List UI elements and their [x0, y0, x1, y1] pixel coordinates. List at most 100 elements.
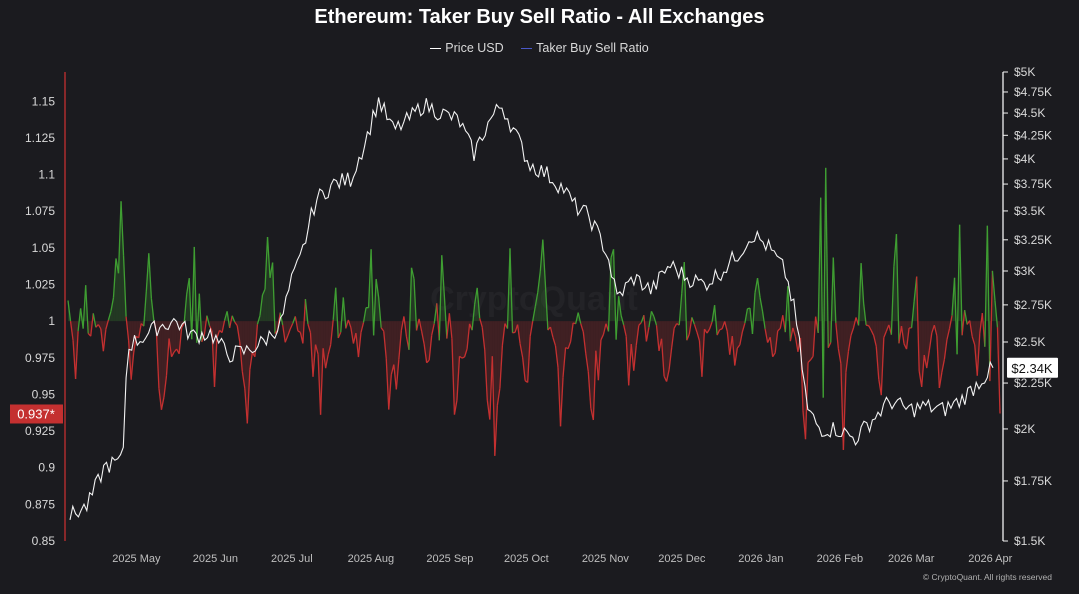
ratio-line-segment [347, 319, 352, 328]
ratio-line-segment [408, 267, 413, 350]
x-tick-label: 2025 Nov [582, 553, 630, 565]
ratio-area-segment [174, 321, 177, 353]
right-tick-label: $4.75K [1014, 85, 1052, 99]
ratio-line-segment [660, 338, 665, 377]
ratio-area-segment [845, 321, 849, 373]
ratio-area-segment [249, 321, 253, 370]
ratio-line-segment [542, 239, 547, 285]
ratio-line-segment [537, 270, 541, 293]
ratio-line-segment [521, 357, 526, 381]
ratio-line-segment [926, 350, 930, 369]
ratio-line-segment [820, 197, 824, 398]
ratio-line-segment [706, 328, 711, 334]
ratio-area-segment [217, 321, 220, 338]
ratio-area-segment [462, 321, 465, 359]
left-tick-label: 1.075 [25, 204, 55, 218]
right-tick-label: $4K [1014, 152, 1035, 166]
ratio-line-segment [428, 335, 433, 361]
ratio-area-segment [158, 321, 162, 410]
ratio-line-segment [122, 255, 127, 317]
price-line [69, 97, 994, 521]
ratio-area-segment [115, 258, 119, 322]
ratio-line-segment [544, 283, 549, 331]
ratio-area-segment [366, 307, 369, 322]
legend-item-price[interactable]: Price USD [430, 41, 504, 55]
ratio-area-segment [381, 321, 384, 332]
ratio-line-segment [868, 325, 872, 331]
ratio-line-segment [845, 351, 850, 373]
ratio-line-segment [350, 327, 355, 344]
price-line-layer [69, 97, 994, 521]
ratio-line-segment [324, 354, 329, 369]
ratio-area-segment [227, 311, 230, 329]
ratio-line-segment [751, 292, 756, 334]
ratio-line-segment [905, 328, 910, 350]
ratio-line-segment [592, 350, 597, 420]
right-tick-label: $2.25K [1014, 376, 1052, 390]
ratio-line-segment [620, 315, 625, 326]
ratio-line-segment [398, 330, 403, 360]
ratio-line-segment [830, 257, 834, 343]
ratio-line-segment [941, 359, 946, 373]
ratio-area-segment [590, 321, 594, 420]
ratio-line-segment [946, 328, 951, 340]
ratio-line-segment [552, 337, 557, 346]
ratio-area-segment [522, 321, 526, 381]
ratio-area-segment [426, 321, 430, 363]
ratio-area-segment [338, 321, 341, 338]
ratio-area-segment [878, 321, 882, 396]
ratio-area-segment [201, 321, 205, 342]
left-tick-label: 1.1 [38, 168, 55, 182]
ratio-line-segment [827, 342, 832, 349]
copyright-text: © CryptoQuant. All rights reserved [922, 572, 1052, 582]
ratio-area-segment [893, 234, 897, 322]
ratio-line-segment [885, 324, 890, 332]
ratio-area-segment [267, 237, 271, 322]
ratio-line-segment [895, 234, 900, 344]
ratio-line-segment [991, 270, 996, 301]
ratio-line-segment [655, 325, 660, 351]
ratio-line-segment [698, 340, 703, 377]
ratio-area-segment [810, 321, 814, 360]
ratio-line-segment [271, 262, 276, 334]
ratio-line-segment [971, 336, 976, 346]
ratio-line-segment [708, 321, 713, 330]
legend-item-ratio[interactable]: Taker Buy Sell Ratio [521, 41, 649, 55]
ratio-line-segment [110, 297, 115, 312]
ratio-bars [67, 167, 1001, 456]
ratio-line-segment [615, 296, 620, 340]
ratio-line-segment [792, 327, 797, 337]
ratio-line-segment [370, 249, 375, 336]
ratio-line-segment [231, 315, 236, 323]
ratio-line-segment [418, 318, 423, 332]
ratio-line-segment [241, 371, 246, 389]
left-tick-label: 1 [48, 314, 55, 328]
ratio-line-segment [307, 323, 312, 333]
ratio-area-segment [565, 321, 569, 349]
ratio-area-segment [88, 321, 91, 337]
ratio-area-segment [547, 321, 551, 331]
ratio-line-segment [713, 305, 718, 336]
ratio-line-segment [208, 325, 213, 332]
ratio-line-segment [617, 296, 622, 316]
ratio-line-segment [557, 367, 562, 427]
ratio-line-segment [168, 338, 173, 357]
ratio-line-segment [494, 405, 499, 456]
ratio-line-segment [82, 285, 87, 329]
ratio-line-segment [294, 316, 299, 331]
ratio-line-segment [870, 330, 875, 336]
ratio-area-segment [393, 321, 397, 390]
left-tick-label: 1.05 [32, 241, 56, 255]
ratio-line-segment [789, 327, 794, 342]
ratio-line-segment [807, 359, 812, 363]
ratio-line-segment [163, 375, 168, 398]
ratio-line-segment [923, 354, 928, 369]
axes [64, 72, 1004, 541]
ratio-line-segment [77, 308, 82, 332]
ratio-line-segment [403, 316, 408, 337]
ratio-line-segment [282, 324, 286, 343]
ratio-area-segment [747, 308, 750, 322]
ratio-line-segment [671, 328, 675, 349]
ratio-line-segment [772, 352, 776, 358]
